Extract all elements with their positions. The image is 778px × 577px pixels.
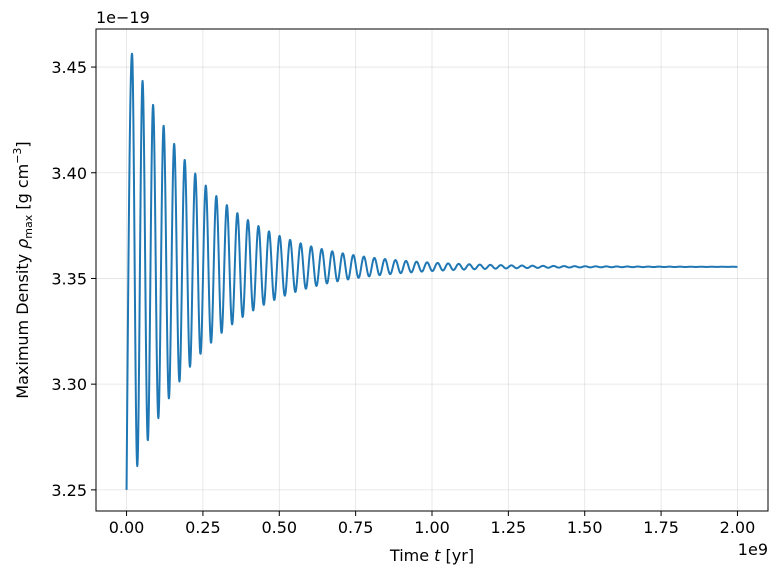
x-tick-label: 0.00 — [109, 518, 145, 537]
y-tick-label: 3.25 — [51, 481, 87, 500]
x-tick-label: 1.00 — [414, 518, 450, 537]
x-axis-ticks: 0.00 0.25 0.50 0.75 1.00 1.25 1.50 1.75 2.00 — [109, 511, 756, 537]
x-tick-label: 2.00 — [720, 518, 756, 537]
x-tick-label: 1.50 — [567, 518, 603, 537]
y-axis-label-before: Maximum Density — [13, 249, 32, 399]
y-axis-ticks: 3.25 3.30 3.35 3.40 3.45 — [51, 58, 96, 500]
y-axis-label-sub: max — [22, 214, 35, 238]
x-tick-label: 0.25 — [185, 518, 221, 537]
x-axis-label-before: Time — [389, 546, 434, 565]
x-axis-label-var: t — [434, 546, 441, 565]
y-tick-label: 3.45 — [51, 58, 87, 77]
y-axis-label-close: ] — [13, 141, 32, 147]
y-tick-label: 3.35 — [51, 269, 87, 288]
x-tick-label: 1.75 — [643, 518, 679, 537]
density-series-line — [125, 52, 739, 490]
y-axis-label-sup: −3 — [11, 148, 24, 164]
x-tick-label: 0.75 — [338, 518, 374, 537]
y-axis-label-unit: [g cm — [13, 164, 32, 215]
y-tick-label: 3.30 — [51, 375, 87, 394]
x-tick-label: 0.50 — [261, 518, 297, 537]
x-offset-label: 1e9 — [738, 540, 768, 559]
y-axis-label-rho: ρ — [13, 239, 32, 249]
y-offset-label: 1e−19 — [96, 8, 150, 27]
y-tick-label: 3.40 — [51, 164, 87, 183]
y-axis-label: Maximum Density ρmax [g cm−3] — [11, 141, 35, 398]
x-tick-label: 1.25 — [491, 518, 527, 537]
x-axis-label-after: [yr] — [440, 546, 474, 565]
x-axis-label: Time t [yr] — [389, 546, 474, 565]
